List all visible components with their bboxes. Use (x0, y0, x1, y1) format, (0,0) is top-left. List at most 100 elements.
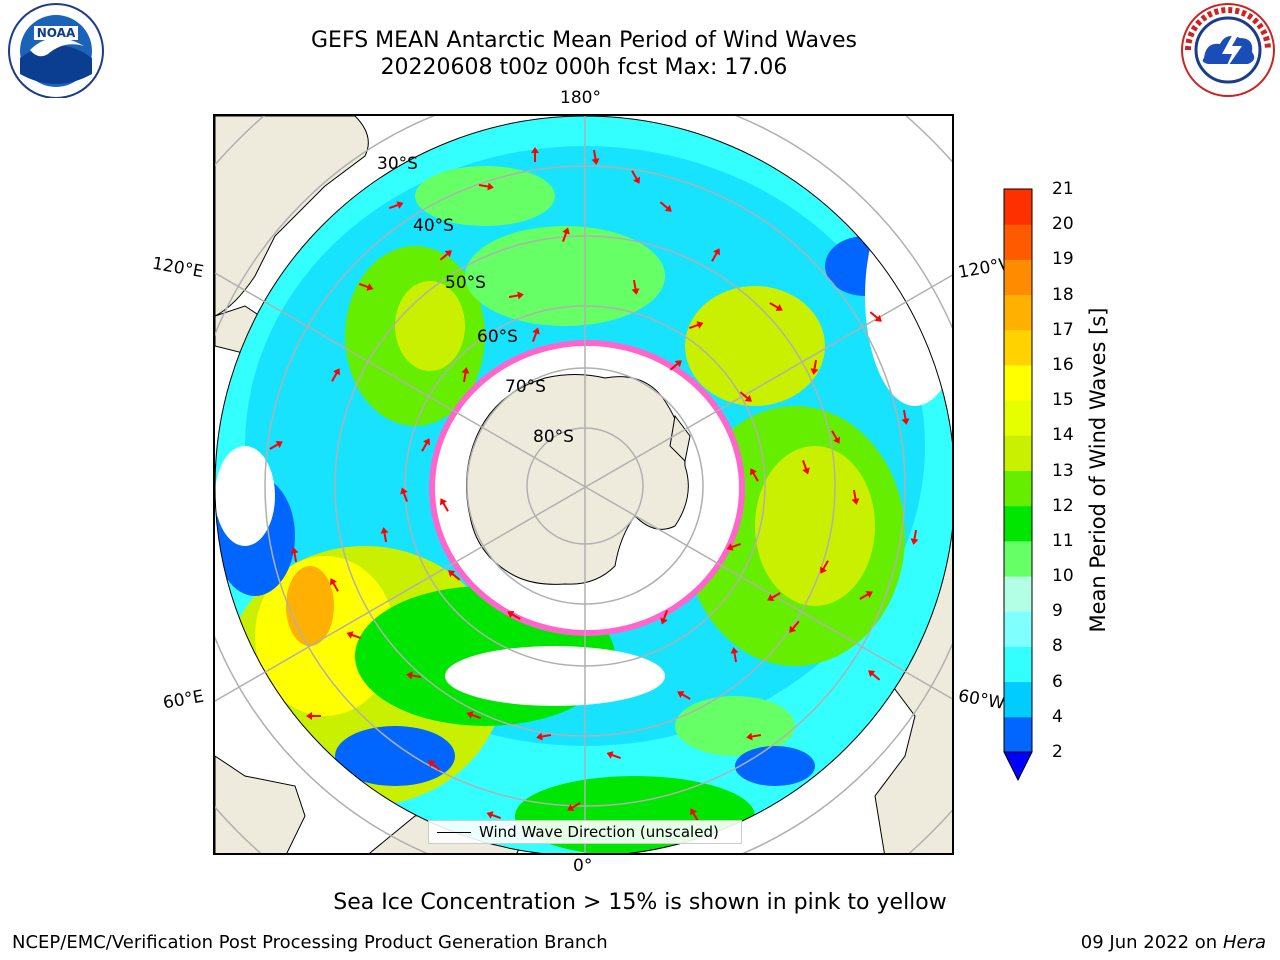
lat-label-30: 30°S (377, 154, 418, 174)
polar-map: 30°S 40°S 50°S 60°S 70°S 80°S (213, 114, 954, 855)
wave-direction-arrow (567, 802, 581, 811)
wave-direction-arrow (631, 279, 640, 295)
colorbar-segment (1004, 224, 1032, 260)
wave-direction-arrow (746, 732, 762, 741)
map-title: GEFS MEAN Antarctic Mean Period of Wind … (311, 28, 857, 53)
wave-direction-arrow (346, 631, 361, 639)
lon-label-120e: 120°E (150, 253, 206, 283)
wave-direction-arrow (508, 291, 524, 300)
lat-label-60: 60°S (477, 327, 518, 347)
wave-direction-arrow (591, 149, 600, 165)
wave-direction-arrow (290, 547, 299, 563)
lat-label-70: 70°S (505, 377, 546, 397)
wave-direction-arrow (380, 527, 389, 543)
graticule (215, 116, 952, 853)
wave-direction-arrow (466, 711, 481, 719)
colorbar-segment (1004, 681, 1032, 718)
colorbar-tick-label: 21 (1052, 179, 1074, 199)
wave-direction-arrow (631, 170, 640, 184)
wave-direction-arrow (789, 620, 800, 633)
wave-direction-arrow (726, 543, 741, 551)
wave-direction-arrow (739, 391, 752, 402)
colorbar-tick-label: 16 (1052, 354, 1074, 375)
wave-period-field: 30°S 40°S 50°S 60°S 70°S 80°S (215, 116, 952, 853)
footer-date-text: 09 Jun 2022 on (1080, 932, 1218, 953)
colorbar-segment (1004, 646, 1032, 683)
wave-direction-arrow (330, 578, 339, 592)
wave-direction-arrow (421, 438, 430, 452)
map-legend: Wind Wave Direction (unscaled) (428, 820, 742, 844)
colorbar (1003, 188, 1033, 782)
wave-direction-arrow (536, 732, 552, 741)
wave-direction-arrow (428, 760, 441, 771)
lon-label-180: 180° (560, 88, 601, 108)
colorbar-tick-label: 15 (1052, 390, 1074, 411)
wave-direction-arrow (406, 671, 422, 680)
colorbar-segment (1004, 364, 1032, 401)
noaa-logo: NOAA (8, 3, 104, 98)
wave-direction-arrow (389, 201, 404, 209)
wave-direction-arrow (659, 201, 672, 212)
wave-direction-arrow (461, 367, 470, 383)
wave-direction-arrow (810, 359, 819, 375)
legend-line-swatch (437, 832, 471, 833)
lat-label-80: 80°S (533, 427, 574, 447)
wave-direction-arrow (669, 360, 682, 371)
colorbar-segment (1004, 329, 1032, 366)
colorbar-segment (1004, 540, 1032, 577)
wave-direction-arrow (831, 430, 840, 444)
wave-direction-arrow (677, 691, 691, 700)
lon-label-0: 0° (573, 856, 593, 876)
colorbar-segment (1004, 259, 1032, 296)
latitude-labels: 30°S 40°S 50°S 60°S 70°S 80°S (377, 154, 574, 447)
colorbar-tick-label: 4 (1052, 706, 1063, 727)
sea-ice-note: Sea Ice Concentration > 15% is shown in … (333, 890, 947, 915)
wave-direction-arrow (689, 321, 704, 329)
colorbar-tick-label: 6 (1052, 671, 1063, 692)
wave-direction-arrow (478, 182, 494, 191)
wave-direction-arrow (711, 248, 720, 262)
wave-direction-arrow (767, 592, 781, 601)
wind-wave-arrows (269, 147, 919, 822)
colorbar-segment (1004, 716, 1032, 753)
wave-direction-arrow (532, 327, 540, 342)
lat-label-50: 50°S (445, 273, 486, 293)
colorbar-tick-label: 9 (1052, 601, 1063, 622)
footer-credit: NCEP/EMC/Verification Post Processing Pr… (12, 932, 608, 953)
colorbar-label: Mean Period of Wind Waves [s] (1086, 307, 1110, 633)
wave-direction-arrow (331, 368, 340, 382)
nws-logo (1181, 3, 1275, 97)
wave-direction-arrow (531, 147, 539, 162)
colorbar-tick-label: 19 (1052, 249, 1074, 270)
wave-direction-arrow (910, 529, 919, 545)
wave-direction-arrow (486, 811, 501, 819)
colorbar-tick-label: 2 (1052, 742, 1063, 762)
wave-direction-arrow (306, 712, 321, 720)
wave-direction-arrow (660, 610, 668, 625)
colorbar-tick-label: 13 (1052, 460, 1074, 481)
colorbar-tick-label: 18 (1052, 284, 1074, 305)
wave-direction-arrow (901, 409, 910, 425)
wave-direction-arrow (359, 283, 374, 291)
lon-label-60w: 60°W (956, 686, 1007, 714)
svg-text:NOAA: NOAA (37, 26, 76, 40)
colorbar-tick-label: 17 (1052, 319, 1074, 340)
wave-direction-arrow (439, 250, 452, 261)
lat-label-40: 40°S (413, 216, 454, 236)
wave-direction-arrow (820, 560, 829, 574)
wave-direction-arrow (868, 670, 881, 681)
colorbar-segment (1004, 294, 1032, 331)
wave-direction-arrow (869, 311, 882, 322)
colorbar-extend-arrow (1003, 751, 1033, 782)
wave-direction-arrow (851, 489, 860, 505)
colorbar-tick-label: 14 (1052, 425, 1074, 446)
wave-direction-arrow (769, 302, 783, 311)
colorbar-segment (1004, 400, 1032, 436)
colorbar-tick-label: 20 (1052, 214, 1074, 235)
footer-date: 09 Jun 2022 on Hera (1081, 932, 1266, 953)
colorbar-segment (1004, 470, 1032, 507)
colorbar-tick-label: 10 (1052, 566, 1074, 587)
wave-direction-arrow (730, 647, 739, 663)
wave-direction-arrow (606, 751, 621, 759)
colorbar-segment (1004, 505, 1032, 542)
